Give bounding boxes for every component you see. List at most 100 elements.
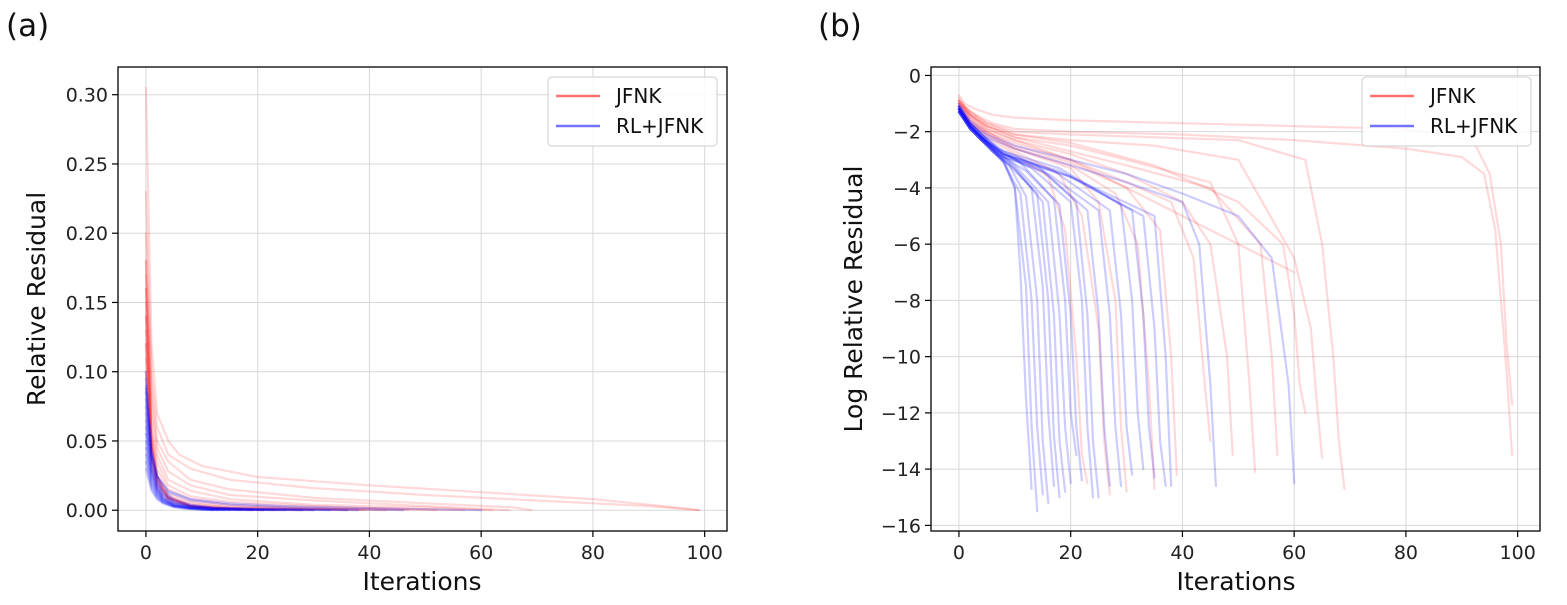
y-tick-label: 0 (909, 65, 921, 87)
y-tick-label: 0.30 (66, 85, 108, 107)
y-tick-label: 0.15 (66, 292, 108, 314)
panel-b-lines (957, 93, 1514, 513)
panel-a: (a) 0 20 40 60 80 100 0.00 0.05 0.10 0.15 0.20 0.2… (6, 8, 728, 596)
y-tick-label: −6 (893, 234, 921, 256)
y-tick-label: 0.05 (66, 431, 108, 453)
series-line-rl-jfnk (144, 439, 242, 512)
x-tick-label: 40 (1170, 542, 1194, 564)
series-line-rl-jfnk (957, 105, 1218, 488)
series-line-rl-jfnk (144, 405, 304, 512)
series-line-rl-jfnk (957, 110, 1067, 493)
series-line-jfnk (957, 102, 1279, 457)
x-tick-label: 60 (469, 542, 493, 564)
series-line-rl-jfnk (957, 110, 1084, 482)
series-line-jfnk (144, 329, 388, 512)
panel-a-y-axis-label: Relative Residual (22, 192, 51, 406)
series-line-jfnk (957, 108, 1111, 496)
series-line-rl-jfnk (957, 108, 1072, 485)
panel-a-legend: JFNK RL+JFNK (547, 76, 718, 147)
y-tick-label: 0.00 (66, 500, 108, 522)
series-line-jfnk (144, 356, 349, 512)
legend-label-rl-jfnk: RL+JFNK (616, 114, 704, 138)
series-line-jfnk (144, 287, 265, 512)
series-line-jfnk (957, 99, 1257, 473)
series-line-rl-jfnk (957, 105, 1100, 499)
panel-b-x-axis-label: Iterations (1176, 567, 1295, 596)
panel-b-y-axis-label: Log Relative Residual (839, 166, 868, 433)
x-tick-label: 100 (687, 542, 723, 564)
panel-b-legend: JFNK RL+JFNK (1361, 76, 1532, 147)
series-line-rl-jfnk (144, 412, 287, 512)
series-line-rl-jfnk (144, 453, 226, 512)
series-line-jfnk (144, 86, 701, 512)
legend-box (547, 76, 718, 147)
series-line-rl-jfnk (957, 108, 1173, 488)
y-tick-label: −2 (893, 122, 921, 144)
series-line-jfnk (957, 102, 1234, 457)
legend-label-jfnk: JFNK (614, 84, 662, 108)
panel-b-y-ticks: 0 −2 −4 −6 −8 −10 −12 −14 −16 (881, 65, 931, 537)
series-line-rl-jfnk (957, 110, 1167, 488)
panel-a-x-ticks: 0 20 40 60 80 100 (140, 531, 723, 564)
x-tick-label: 0 (140, 542, 152, 564)
y-tick-label: 0.10 (66, 362, 108, 384)
x-tick-label: 80 (581, 542, 605, 564)
x-tick-label: 100 (1500, 542, 1536, 564)
panel-b: (b) 0 20 40 60 80 100 0 −2 −4 −6 −8 −10 −12 −14 −16 I… (818, 8, 1541, 596)
series-line-jfnk (144, 370, 315, 512)
series-line-rl-jfnk (957, 108, 1061, 499)
series-line-rl-jfnk (957, 105, 1078, 457)
series-line-rl-jfnk (144, 387, 404, 512)
series-line-jfnk (144, 342, 365, 512)
series-line-jfnk (144, 301, 438, 512)
panel-b-grid (931, 67, 1540, 531)
series-line-jfnk (144, 259, 511, 512)
series-line-jfnk (144, 259, 254, 512)
series-line-rl-jfnk (144, 426, 265, 512)
series-line-jfnk (957, 102, 1212, 443)
legend-label-rl-jfnk: RL+JFNK (1430, 114, 1518, 138)
y-tick-label: −8 (893, 290, 921, 312)
x-tick-label: 20 (1059, 542, 1083, 564)
series-line-rl-jfnk (957, 108, 1134, 476)
series-line-jfnk (144, 315, 410, 512)
x-tick-label: 40 (357, 542, 381, 564)
series-line-rl-jfnk (144, 370, 360, 512)
series-line-rl-jfnk (144, 384, 349, 512)
y-tick-label: −10 (881, 347, 921, 369)
series-line-jfnk (957, 108, 1128, 493)
series-line-jfnk (144, 232, 533, 512)
panel-a-lines (144, 86, 701, 512)
series-line-rl-jfnk (144, 446, 231, 512)
series-line-rl-jfnk (957, 102, 1296, 485)
panel-b-label: (b) (818, 8, 862, 44)
panel-b-frame (930, 66, 1541, 532)
y-tick-label: 0.25 (66, 154, 108, 176)
legend-box (1361, 76, 1532, 147)
series-line-rl-jfnk (957, 108, 1033, 490)
series-line-jfnk (957, 93, 1514, 406)
series-line-rl-jfnk (144, 419, 276, 512)
series-line-rl-jfnk (957, 108, 1156, 479)
series-line-rl-jfnk (957, 110, 1123, 488)
series-line-jfnk (957, 99, 1346, 490)
series-line-jfnk (144, 287, 466, 512)
series-line-jfnk (144, 190, 701, 512)
series-line-jfnk (957, 99, 1296, 274)
y-tick-label: −12 (881, 403, 921, 425)
series-line-jfnk (144, 342, 304, 512)
panel-a-label: (a) (6, 8, 49, 44)
series-line-rl-jfnk (144, 391, 332, 512)
series-line-rl-jfnk (144, 467, 215, 512)
panel-b-x-ticks: 0 20 40 60 80 100 (953, 531, 1536, 564)
y-tick-label: −16 (881, 515, 921, 537)
x-tick-label: 0 (953, 542, 965, 564)
series-line-rl-jfnk (144, 377, 483, 512)
series-line-rl-jfnk (957, 105, 1145, 471)
x-tick-label: 80 (1394, 542, 1418, 564)
legend-label-jfnk: JFNK (1428, 84, 1476, 108)
series-line-jfnk (957, 99, 1307, 414)
series-line-jfnk (957, 105, 1089, 485)
series-line-rl-jfnk (144, 460, 220, 512)
